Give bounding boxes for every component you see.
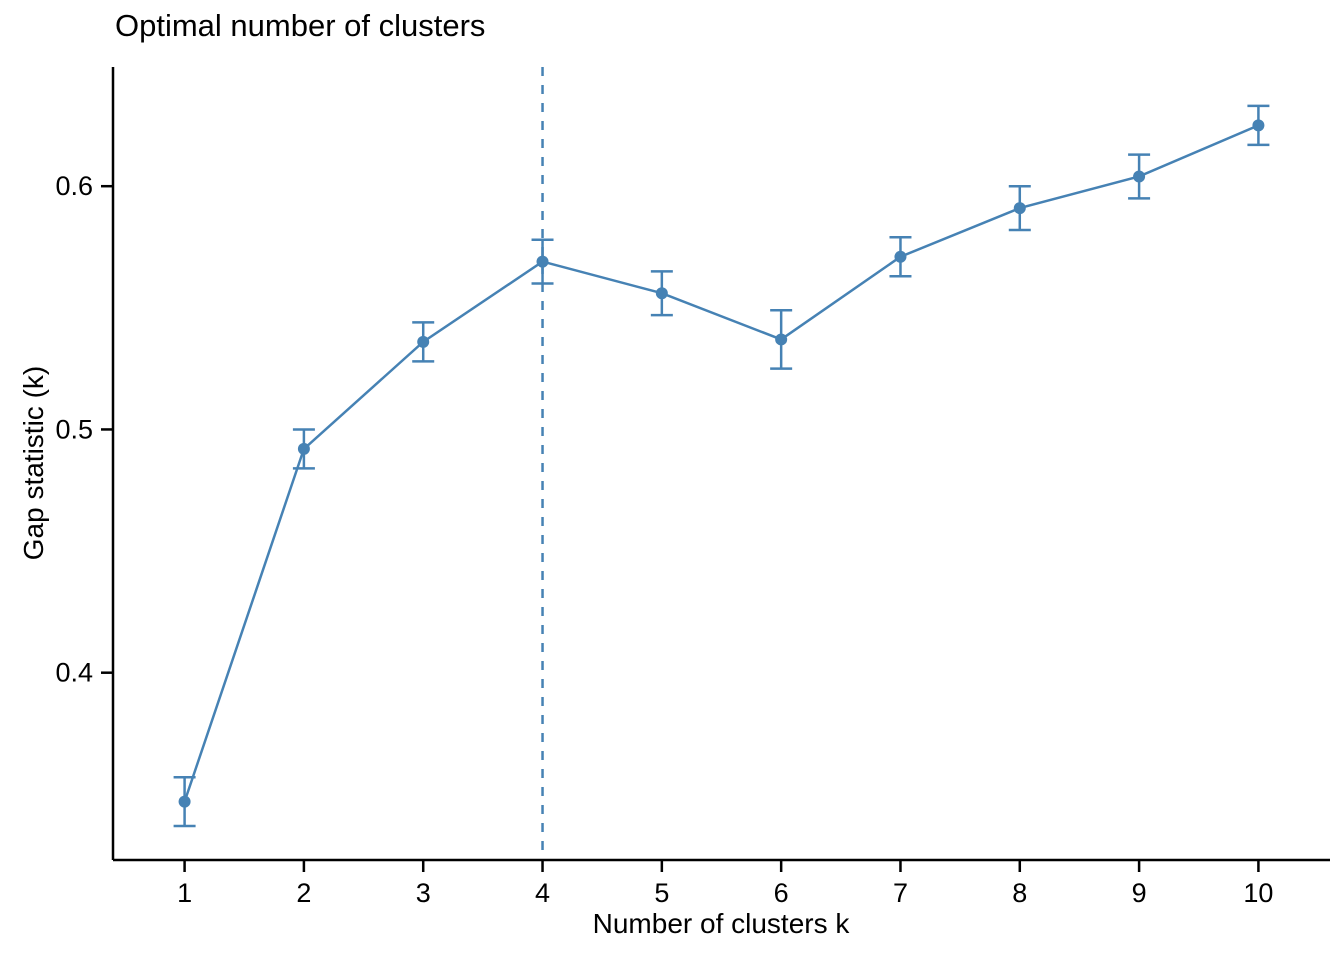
x-tick-label: 9 <box>1132 878 1147 908</box>
x-tick-label: 7 <box>893 878 908 908</box>
data-point <box>1013 202 1026 215</box>
y-tick-label: 0.5 <box>55 414 93 444</box>
gap-statistic-line <box>183 124 1259 803</box>
x-tick-label: 8 <box>1012 878 1027 908</box>
y-tick-label: 0.6 <box>55 171 93 201</box>
data-point <box>655 287 668 300</box>
y-tick-label: 0.4 <box>55 658 93 688</box>
data-point <box>178 795 191 808</box>
x-tick-label: 1 <box>177 878 192 908</box>
x-tick-label: 5 <box>654 878 669 908</box>
data-point <box>894 250 907 263</box>
x-tick-label: 3 <box>416 878 431 908</box>
data-point <box>417 335 430 348</box>
x-tick-label: 10 <box>1243 878 1273 908</box>
data-point <box>775 333 788 346</box>
data-point <box>536 255 549 268</box>
x-tick-label: 2 <box>296 878 311 908</box>
x-axis-title: Number of clusters k <box>592 908 850 939</box>
x-tick-label: 6 <box>774 878 789 908</box>
data-point <box>1252 119 1265 132</box>
x-tick-label: 4 <box>535 878 550 908</box>
chart-title: Optimal number of clusters <box>115 8 486 43</box>
data-point <box>1133 170 1146 183</box>
data-point <box>297 442 310 455</box>
